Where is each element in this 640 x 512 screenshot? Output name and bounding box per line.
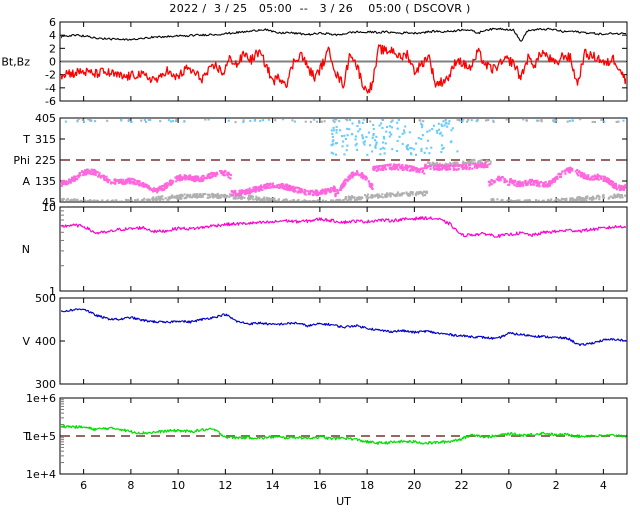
series-temperature [61, 424, 626, 446]
series-bt [61, 27, 626, 42]
panel-magnetic-field-ytick-label: -6 [45, 95, 56, 108]
page-title: 2022 / 3 / 25 05:00 -- 3 / 26 05:00 ( DS… [169, 2, 471, 15]
panel-temperature-ytick-label: 1e+6 [26, 392, 56, 405]
xtick-label: 14 [266, 479, 280, 492]
panel-field-angles-ytick-label: 135 [35, 175, 56, 188]
series-velocity [61, 308, 626, 347]
panel-velocity-ytick-label: 300 [35, 378, 56, 391]
panel-temperature-axis-label: T [22, 430, 30, 443]
panel-magnetic-field-ytick-label: 0 [49, 56, 56, 69]
panel-field-angles-axis-label: Phi [13, 154, 30, 167]
xtick-label: 2 [553, 479, 560, 492]
panel-temperature-ytick-label: 1e+5 [26, 430, 56, 443]
xtick-label: 6 [80, 479, 87, 492]
xaxis-label: UT [336, 495, 351, 508]
panel-field-angles-ytick-label: 45 [42, 196, 56, 209]
panel-velocity-ytick-label: 400 [35, 335, 56, 348]
panel-density-ytick-label: 1 [49, 285, 56, 298]
panel-velocity-ytick-label: 500 [35, 292, 56, 305]
series-density [61, 216, 626, 238]
panel-velocity-axis-label: V [22, 335, 30, 348]
xtick-label: 10 [171, 479, 185, 492]
panel-magnetic-field-ytick-label: 4 [49, 29, 56, 42]
panel-field-angles-ytick-label: 315 [35, 133, 56, 146]
panel-temperature-ytick-label: 1e+4 [26, 468, 56, 481]
panel-magnetic-field-axis-label: Bt,Bz [1, 56, 30, 69]
xtick-label: 16 [313, 479, 327, 492]
xtick-label: 18 [360, 479, 374, 492]
panel-magnetic-field-ytick-label: -4 [45, 82, 56, 95]
panel-field-angles-axis-label: A [22, 175, 30, 188]
xtick-label: 20 [407, 479, 421, 492]
xtick-label: 12 [218, 479, 232, 492]
panel-density-ytick-label: 10 [42, 201, 56, 214]
panel-field-angles-ytick-label: 405 [35, 112, 56, 125]
series-bz [61, 44, 626, 94]
panel-magnetic-field-ytick-label: -2 [45, 69, 56, 82]
panel-field-angles-axis-label: T [22, 133, 30, 146]
xtick-label: 22 [455, 479, 469, 492]
panel-field-angles-scatter [61, 119, 626, 201]
panel-magnetic-field-ytick-label: 2 [49, 42, 56, 55]
panel-density-axis-label: N [22, 243, 30, 256]
panel-magnetic-field-ytick-label: 6 [49, 16, 56, 29]
xtick-label: 4 [600, 479, 607, 492]
xtick-label: 8 [127, 479, 134, 492]
panel-density-frame [59, 206, 628, 292]
xtick-label: 0 [505, 479, 512, 492]
panel-field-angles-ytick-label: 225 [35, 154, 56, 167]
panel-velocity-frame [59, 297, 628, 385]
